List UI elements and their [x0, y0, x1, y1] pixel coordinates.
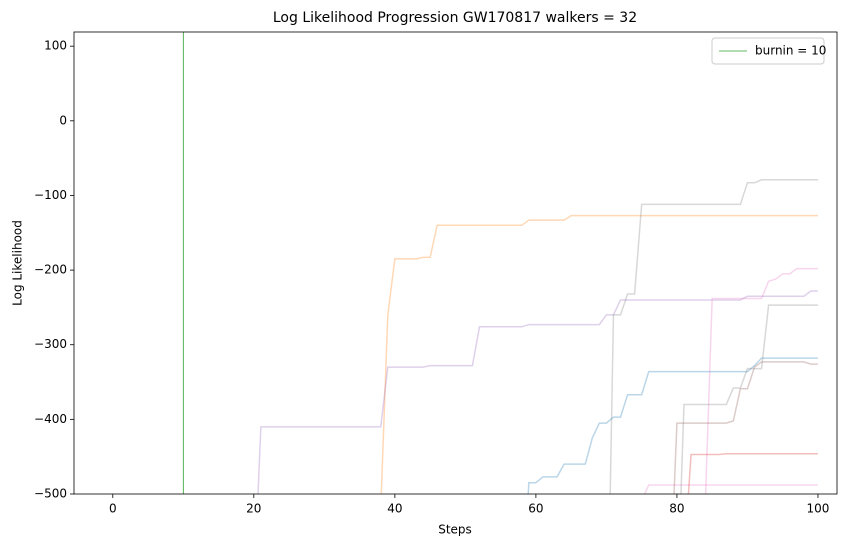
y-tick-label: −200: [34, 263, 67, 277]
walker-line: [380, 214, 818, 494]
chart-title: Log Likelihood Progression GW170817 walk…: [273, 10, 637, 26]
legend-label: burnin = 10: [755, 44, 826, 58]
walker-line: [680, 304, 818, 494]
x-tick-label: 80: [669, 502, 684, 516]
walker-line: [257, 290, 818, 494]
plot-area: [182, 32, 818, 494]
y-tick-label: −100: [34, 188, 67, 202]
walker-line: [527, 357, 818, 494]
walker-line: [673, 361, 818, 494]
x-tick-label: 20: [246, 502, 261, 516]
walker-line: [609, 179, 818, 494]
y-tick-label: −300: [34, 337, 67, 351]
x-axis-label: Steps: [438, 523, 472, 537]
y-tick-label: −400: [34, 412, 67, 426]
x-tick-label: 0: [109, 502, 117, 516]
x-tick-label: 60: [528, 502, 543, 516]
y-tick-label: 100: [44, 39, 67, 53]
y-axis-label: Log Likelihood: [11, 220, 25, 306]
legend-box: [711, 37, 825, 65]
walker-line: [643, 484, 818, 494]
y-tick-label: −500: [34, 487, 67, 501]
walker-line: [687, 452, 818, 494]
y-tick-label: 0: [59, 113, 67, 127]
x-tick-label: 40: [387, 502, 402, 516]
legend: burnin = 10: [711, 37, 826, 65]
x-tick-label: 100: [807, 502, 830, 516]
walker-line: [704, 267, 818, 494]
axes-frame: [73, 31, 838, 495]
